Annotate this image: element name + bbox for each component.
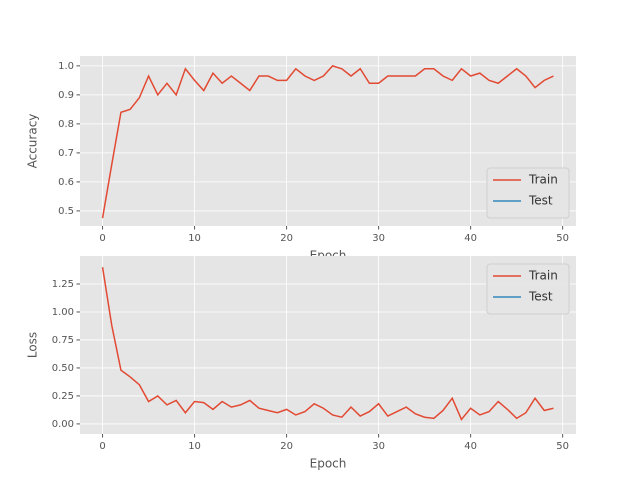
y-tick-label: 0.9 xyxy=(58,90,74,101)
legend-label: Train xyxy=(528,173,558,187)
y-tick-label: 0.25 xyxy=(52,391,74,402)
x-tick-label: 10 xyxy=(188,441,201,452)
x-tick-label: 40 xyxy=(464,233,477,244)
y-tick-label: 1.0 xyxy=(58,61,74,72)
y-tick-label: 0.50 xyxy=(52,363,74,374)
y-tick-label: 0.75 xyxy=(52,335,74,346)
legend-label: Test xyxy=(528,290,553,304)
series-line xyxy=(101,65,554,219)
y-tick-label: 0.5 xyxy=(58,206,74,217)
x-tick-label: 30 xyxy=(372,441,385,452)
x-tick-label: 0 xyxy=(99,441,105,452)
x-tick-label: 0 xyxy=(99,233,105,244)
y-tick-label: 1.00 xyxy=(52,307,74,318)
x-tick-label: 40 xyxy=(464,441,477,452)
x-tick-label: 20 xyxy=(280,233,293,244)
y-tick-label: 0.7 xyxy=(58,148,74,159)
x-tick-label: 50 xyxy=(556,233,569,244)
y-tick-label: 1.25 xyxy=(52,279,74,290)
y-axis-label: Accuracy xyxy=(26,114,40,169)
legend-label: Train xyxy=(528,269,558,283)
y-tick-label: 0.8 xyxy=(58,119,74,130)
y-axis-label: Loss xyxy=(26,332,40,358)
x-axis-label: Epoch xyxy=(310,457,347,471)
y-tick-label: 0.6 xyxy=(58,177,74,188)
x-tick-label: 20 xyxy=(280,441,293,452)
y-tick-label: 0.00 xyxy=(52,419,74,430)
legend-label: Test xyxy=(528,194,553,208)
x-tick-label: 50 xyxy=(556,441,569,452)
x-tick-label: 30 xyxy=(372,233,385,244)
series-line xyxy=(101,267,554,421)
x-tick-label: 10 xyxy=(188,233,201,244)
